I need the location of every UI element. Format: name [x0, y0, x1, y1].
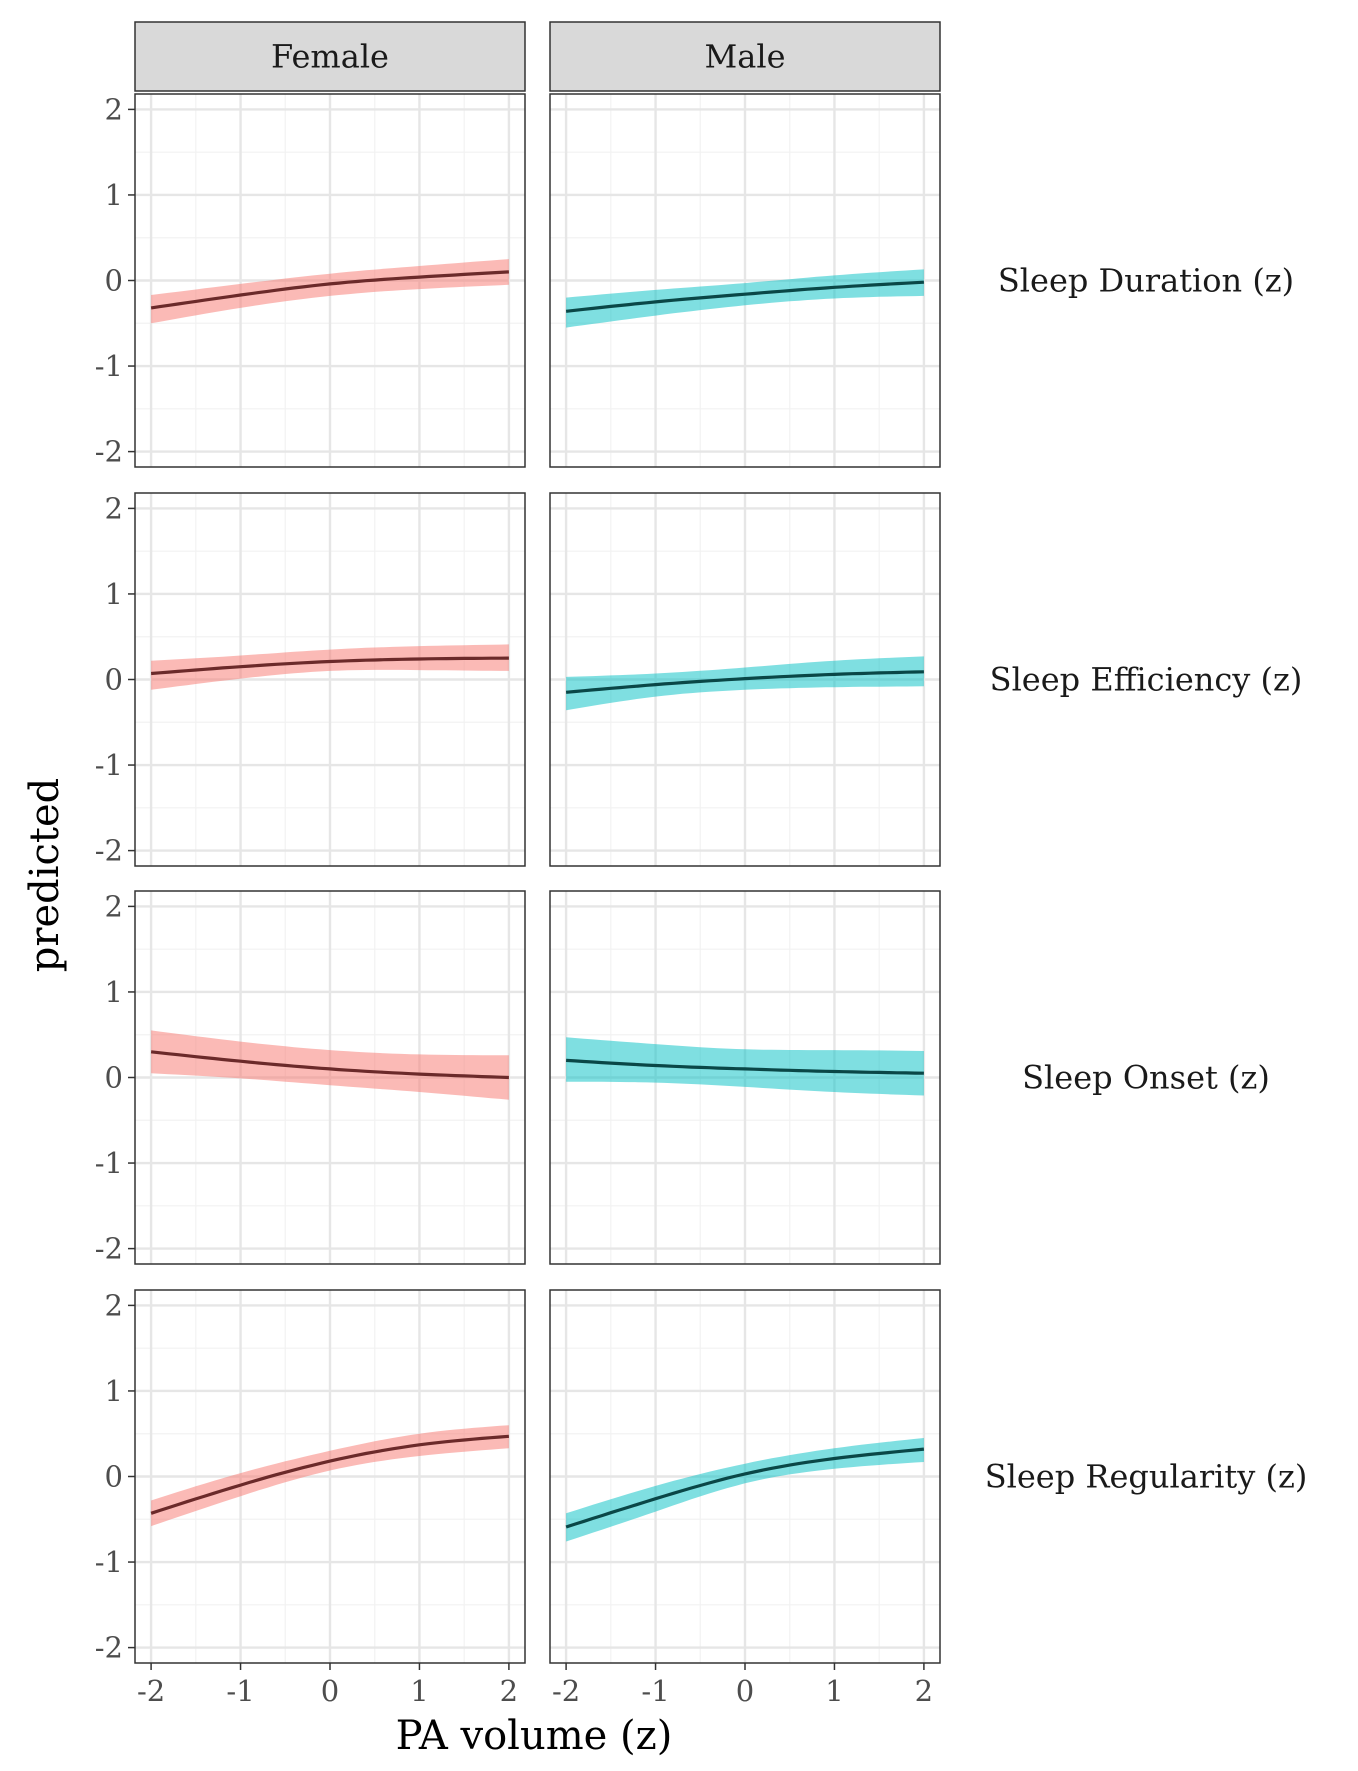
y-tick-label: 1	[105, 577, 123, 611]
panel-border	[549, 492, 941, 867]
x-tick-label: 0	[736, 1674, 754, 1708]
panel-sleep-onset-female	[134, 890, 526, 1265]
strip-label-female: Female	[271, 38, 389, 76]
y-tick-label: -2	[95, 435, 123, 469]
strip-label-male: Male	[704, 38, 785, 76]
x-tick-label: -2	[552, 1674, 580, 1708]
confidence-band-female	[151, 259, 509, 324]
confidence-band-female	[151, 1030, 509, 1100]
confidence-band-male	[566, 269, 924, 328]
panel-sleep-regularity-female	[134, 1289, 526, 1664]
x-tick-label: 2	[500, 1674, 518, 1708]
x-tick-label: -2	[137, 1674, 165, 1708]
column-strips: Female Male	[134, 21, 941, 92]
x-tick-label: 1	[410, 1674, 428, 1708]
facet-panels	[134, 93, 941, 1664]
y-tick-label: 2	[105, 92, 123, 126]
y-tick-label: 0	[105, 1061, 123, 1095]
y-tick-label: -1	[95, 1146, 123, 1180]
panel-border	[549, 93, 941, 468]
row-strip-labels: Sleep Duration (z) Sleep Efficiency (z) Sl…	[985, 262, 1308, 1496]
row-label-sleep-onset: Sleep Onset (z)	[1022, 1059, 1270, 1097]
prediction-line-female	[150, 656, 509, 676]
panel-sleep-regularity-male	[549, 1289, 941, 1664]
y-tick-label: -2	[95, 834, 123, 868]
x-tick-label: 2	[915, 1674, 933, 1708]
y-tick-label: 0	[105, 663, 123, 697]
y-tick-label: 0	[105, 1460, 123, 1494]
panel-sleep-efficiency-male	[549, 492, 941, 867]
x-axes: -2 -1 0 1 2 -2 -1 0 1 2	[137, 1663, 933, 1708]
y-tick-label: 0	[105, 264, 123, 298]
y-tick-label: -2	[95, 1232, 123, 1266]
panel-sleep-duration-female	[134, 93, 526, 468]
row-label-sleep-regularity: Sleep Regularity (z)	[985, 1458, 1308, 1496]
strip-female	[134, 21, 526, 92]
y-tick-label: 1	[105, 975, 123, 1009]
x-tick-label: 0	[321, 1674, 339, 1708]
row-label-sleep-efficiency: Sleep Efficiency (z)	[990, 661, 1303, 699]
x-tick-label: -1	[641, 1674, 669, 1708]
strip-male	[549, 21, 941, 92]
y-tick-label: -1	[95, 349, 123, 383]
y-tick-label: -1	[95, 748, 123, 782]
y-axes: -2 -1 0 1 2 -2 -1 0 1 2 -2 -1 0 1 2 -2 -1 0 1 2	[95, 92, 135, 1665]
prediction-line-female	[150, 1050, 509, 1080]
panel-sleep-onset-male	[549, 890, 941, 1265]
panel-border	[549, 890, 941, 1265]
prediction-line-female	[150, 270, 509, 310]
prediction-line-male	[566, 1058, 924, 1075]
y-tick-label: 1	[105, 1374, 123, 1408]
x-tick-label: 1	[825, 1674, 843, 1708]
x-axis-title: PA volume (z)	[396, 1713, 673, 1759]
y-tick-label: -2	[95, 1631, 123, 1665]
y-tick-label: 2	[105, 491, 123, 525]
y-tick-label: 2	[105, 889, 123, 923]
confidence-band-male	[566, 1438, 924, 1542]
prediction-line-male	[565, 670, 924, 694]
confidence-band-male	[566, 656, 924, 711]
x-tick-label: -1	[226, 1674, 254, 1708]
panel-sleep-duration-male	[549, 93, 941, 468]
confidence-band-female	[151, 644, 509, 690]
confidence-band-female	[151, 1425, 509, 1527]
y-tick-label: -1	[95, 1545, 123, 1579]
prediction-line-male	[565, 1447, 925, 1529]
panel-sleep-efficiency-female	[134, 492, 526, 867]
confidence-band-male	[566, 1037, 924, 1096]
y-tick-label: 2	[105, 1288, 123, 1322]
prediction-line-male	[565, 280, 924, 313]
y-tick-label: 1	[105, 178, 123, 212]
y-axis-title: predicted	[22, 778, 68, 973]
row-label-sleep-duration: Sleep Duration (z)	[998, 262, 1294, 300]
